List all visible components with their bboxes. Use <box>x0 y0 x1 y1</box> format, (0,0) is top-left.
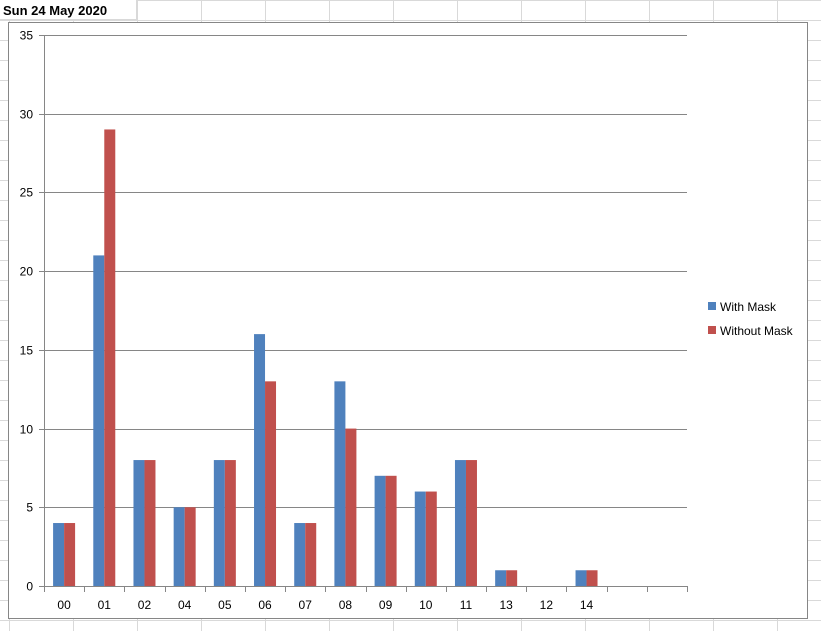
y-tick-label: 15 <box>20 344 34 358</box>
y-tick-label: 25 <box>20 186 34 200</box>
bar-without-mask[interactable] <box>465 460 477 586</box>
bar-with-mask[interactable] <box>53 523 65 586</box>
x-tick-label: 02 <box>138 598 152 612</box>
bar-with-mask[interactable] <box>454 460 466 586</box>
x-tick-label: 01 <box>98 598 112 612</box>
y-tick-label: 35 <box>20 29 34 43</box>
x-tick-label: 13 <box>499 598 513 612</box>
bar-with-mask[interactable] <box>374 475 386 586</box>
bar-without-mask[interactable] <box>265 381 277 586</box>
bar-with-mask[interactable] <box>213 460 225 586</box>
x-tick-label: 14 <box>580 598 594 612</box>
x-tick-label: 05 <box>218 598 232 612</box>
x-tick-label: 10 <box>419 598 433 612</box>
bar-with-mask[interactable] <box>133 460 145 586</box>
bar-with-mask[interactable] <box>173 507 185 586</box>
bar-with-mask[interactable] <box>294 523 306 586</box>
bar-with-mask[interactable] <box>93 255 105 586</box>
x-axis-ticks: 00 01 02 04 05 06 07 08 09 10 11 13 12 14 <box>44 586 688 612</box>
bar-without-mask[interactable] <box>104 129 116 586</box>
y-tick-label: 30 <box>20 108 34 122</box>
x-tick-label: 04 <box>178 598 192 612</box>
title-cell[interactable]: Sun 24 May 2020 <box>0 0 137 20</box>
y-axis-ticks: 0 5 10 15 20 25 30 35 <box>20 29 44 594</box>
x-tick-label: 12 <box>540 598 554 612</box>
legend-label: With Mask <box>720 300 777 314</box>
bar-with-mask[interactable] <box>414 491 426 586</box>
x-tick-label: 06 <box>258 598 272 612</box>
bar-with-mask[interactable] <box>254 334 266 586</box>
y-tick-label: 10 <box>20 423 34 437</box>
bar-without-mask[interactable] <box>345 428 357 586</box>
legend-label: Without Mask <box>720 324 794 338</box>
bar-with-mask[interactable] <box>495 570 507 586</box>
sheet-title: Sun 24 May 2020 <box>3 3 108 18</box>
x-tick-label: 00 <box>57 598 71 612</box>
bar-without-mask[interactable] <box>224 460 236 586</box>
legend-swatch <box>708 326 716 334</box>
bar-without-mask[interactable] <box>385 475 397 586</box>
x-tick-label: 07 <box>299 598 313 612</box>
bar-without-mask[interactable] <box>506 570 518 586</box>
axes <box>44 35 687 587</box>
bar-without-mask[interactable] <box>425 491 437 586</box>
gridlines <box>44 35 687 508</box>
bar-without-mask[interactable] <box>144 460 156 586</box>
x-tick-label: 08 <box>339 598 353 612</box>
bar-without-mask[interactable] <box>184 507 196 586</box>
legend-swatch <box>708 302 716 310</box>
x-tick-label: 11 <box>460 598 473 612</box>
y-tick-label: 20 <box>20 265 34 279</box>
bar-with-mask[interactable] <box>334 381 346 586</box>
x-tick-label: 09 <box>379 598 393 612</box>
y-tick-label: 0 <box>26 580 33 594</box>
bar-without-mask[interactable] <box>64 523 76 586</box>
bar-without-mask[interactable] <box>586 570 598 586</box>
bar-with-mask[interactable] <box>575 570 587 586</box>
legend[interactable]: With Mask Without Mask <box>708 300 794 338</box>
bars <box>53 129 598 586</box>
y-tick-label: 5 <box>26 501 33 515</box>
bar-without-mask[interactable] <box>305 523 317 586</box>
